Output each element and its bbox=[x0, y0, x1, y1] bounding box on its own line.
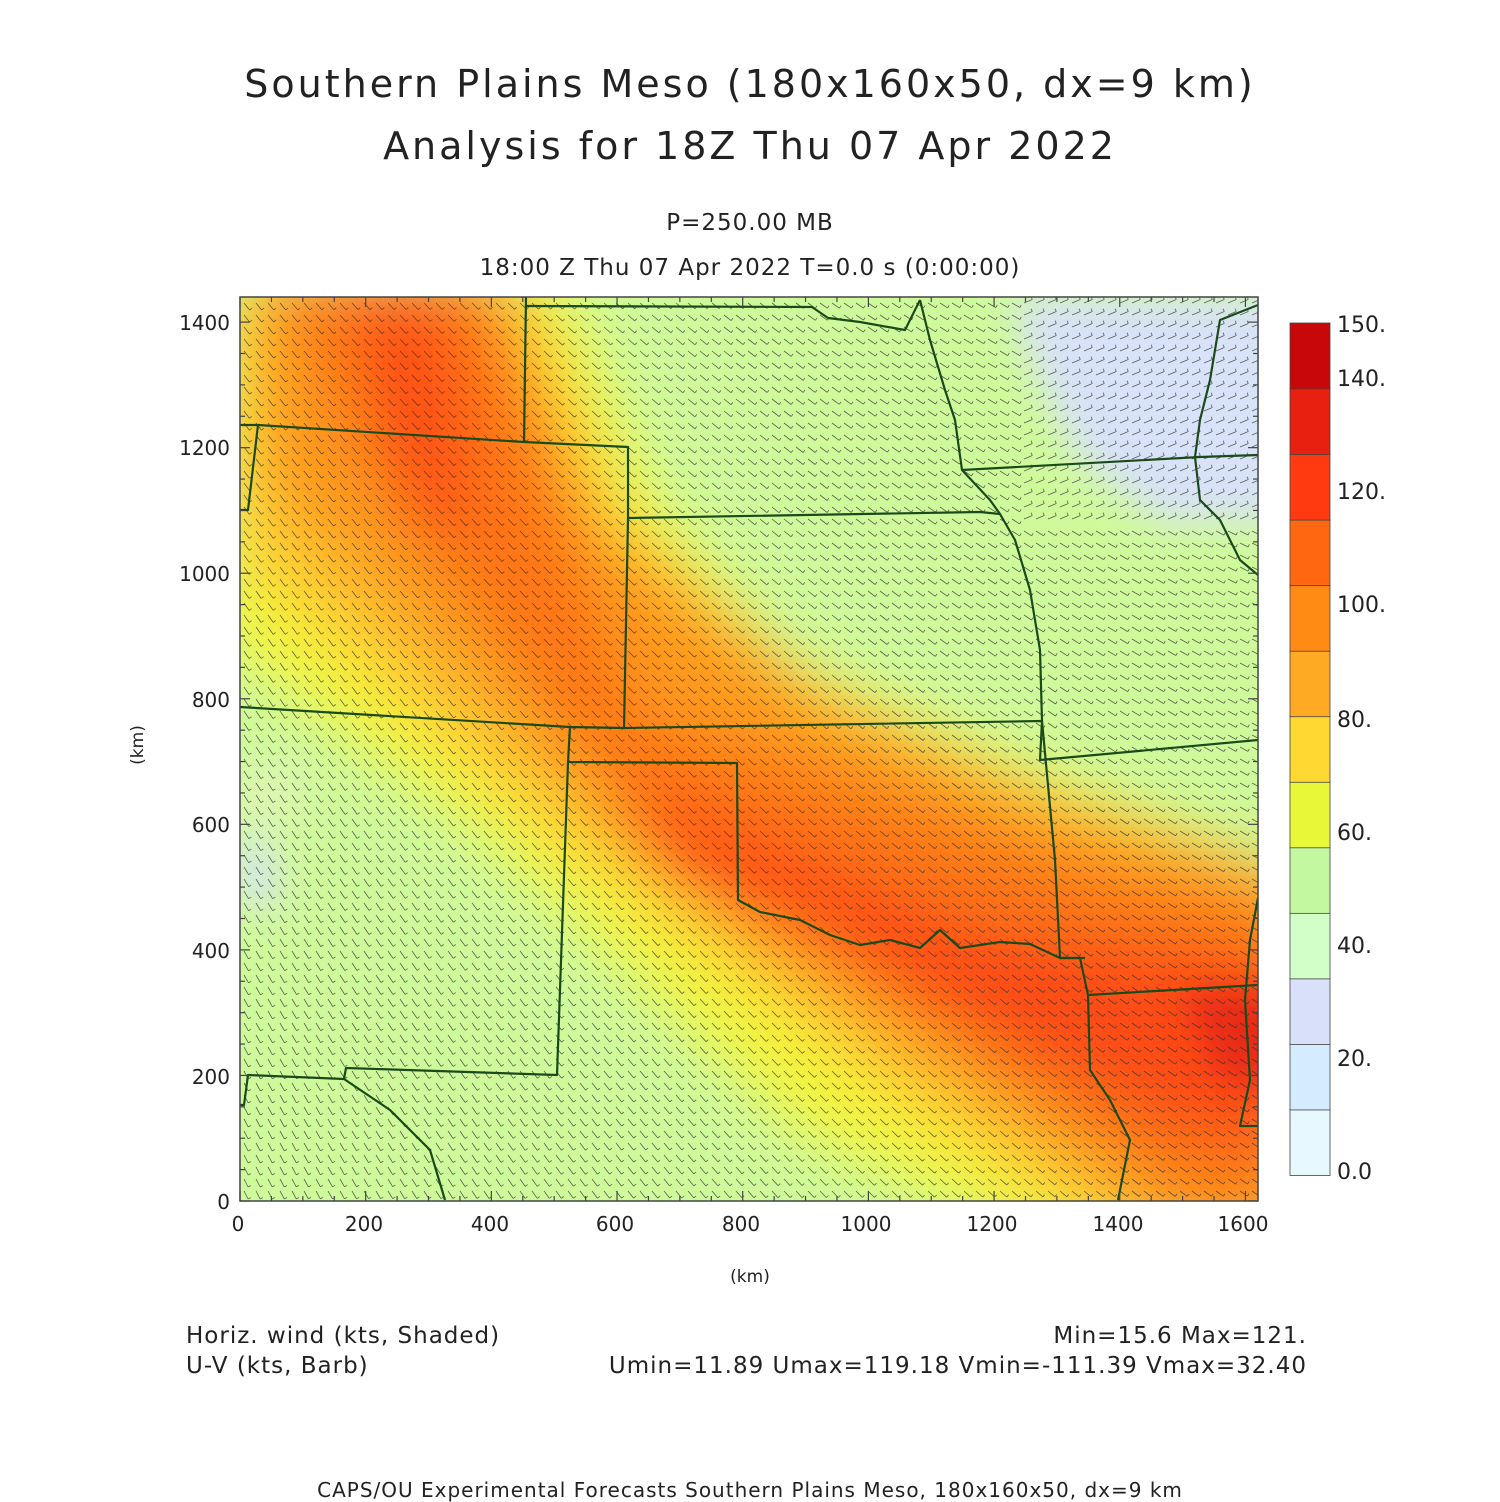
y-tick-label: 1000 bbox=[179, 562, 230, 586]
colorbar-swatch bbox=[1289, 584, 1331, 652]
colorbar-swatch bbox=[1289, 912, 1331, 980]
x-tick-label: 1200 bbox=[966, 1212, 1018, 1236]
colorbar-swatch bbox=[1289, 1109, 1331, 1176]
x-tick-label: 400 bbox=[470, 1212, 510, 1236]
y-tick-label: 0 bbox=[217, 1190, 230, 1214]
y-tick-label: 1200 bbox=[179, 436, 230, 460]
x-tick-label: 1000 bbox=[840, 1212, 892, 1236]
colorbar-swatch bbox=[1289, 977, 1331, 1045]
colorbar-label: 150. bbox=[1337, 313, 1386, 338]
y-tick-label: 400 bbox=[191, 939, 230, 963]
colorbar-label: 20. bbox=[1337, 1047, 1372, 1072]
wind-barbs bbox=[243, 297, 1258, 1200]
plot-subtitle: Analysis for 18Z Thu 07 Apr 2022 bbox=[383, 124, 1117, 168]
colorbar-swatch bbox=[1289, 388, 1331, 455]
colorbar bbox=[1289, 322, 1331, 1176]
colorbar-swatch bbox=[1289, 1043, 1331, 1111]
y-tick-label: 1400 bbox=[179, 311, 230, 335]
pressure-level-label: P=250.00 MB bbox=[666, 210, 834, 236]
colorbar-swatch bbox=[1289, 715, 1331, 783]
uv-stats: Umin=11.89 Umax=119.18 Vmin=-111.39 Vmax… bbox=[608, 1353, 1307, 1379]
colorbar-label: 120. bbox=[1337, 480, 1386, 505]
x-tick-label: 0 bbox=[231, 1212, 245, 1236]
x-tick-label: 800 bbox=[721, 1212, 761, 1236]
colorbar-swatch bbox=[1289, 322, 1331, 390]
colorbar-swatch bbox=[1289, 650, 1331, 718]
colorbar-label: 40. bbox=[1337, 934, 1372, 959]
colorbar-swatch bbox=[1289, 453, 1331, 521]
barb-description: U-V (kts, Barb) bbox=[186, 1353, 369, 1379]
x-tick-label: 1600 bbox=[1217, 1212, 1269, 1236]
field-description: Horiz. wind (kts, Shaded) bbox=[186, 1323, 501, 1349]
wind-barb-field bbox=[243, 297, 1258, 1200]
y-tick-label: 800 bbox=[191, 688, 230, 712]
min-max-stats: Min=15.6 Max=121. bbox=[1053, 1323, 1307, 1349]
y-tick-label: 200 bbox=[191, 1065, 230, 1089]
colorbar-label: 60. bbox=[1337, 821, 1372, 846]
wind-speed-shading bbox=[240, 297, 1258, 1201]
colorbar-swatch bbox=[1289, 846, 1331, 914]
plot-frame bbox=[239, 296, 1259, 1202]
y-tick-label: 600 bbox=[191, 813, 230, 837]
colorbar-label: 0.0 bbox=[1337, 1160, 1372, 1185]
x-tick-label: 200 bbox=[344, 1212, 384, 1236]
state-boundaries bbox=[240, 297, 1258, 1201]
axis-ticks bbox=[239, 297, 1258, 1202]
credit-line: CAPS/OU Experimental Forecasts Southern … bbox=[317, 1478, 1183, 1502]
plot-title: Southern Plains Meso (180x160x50, dx=9 k… bbox=[244, 62, 1256, 106]
x-tick-label: 600 bbox=[595, 1212, 635, 1236]
colorbar-swatch bbox=[1289, 781, 1331, 849]
colorbar-label: 100. bbox=[1337, 593, 1386, 618]
colorbar-label: 140. bbox=[1337, 367, 1386, 392]
colorbar-label: 80. bbox=[1337, 708, 1372, 733]
colorbar-swatch bbox=[1289, 519, 1331, 587]
y-axis-title: (km) bbox=[127, 725, 148, 765]
x-axis-title: (km) bbox=[730, 1267, 770, 1287]
valid-time-label: 18:00 Z Thu 07 Apr 2022 T=0.0 s (0:00:00… bbox=[479, 255, 1021, 281]
x-tick-label: 1400 bbox=[1092, 1212, 1144, 1236]
